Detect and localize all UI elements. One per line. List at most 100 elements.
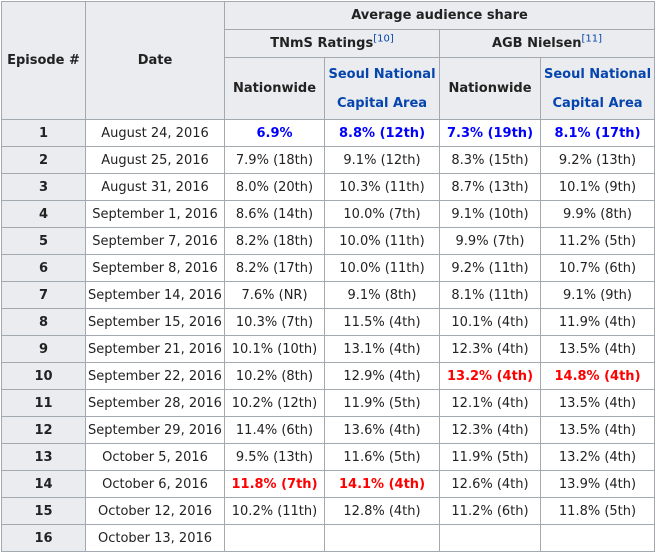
tnms-nationwide-cell: 10.3% (7th) bbox=[224, 308, 325, 336]
date-cell: October 12, 2016 bbox=[85, 497, 225, 525]
table-row: 1 August 24, 2016 6.9% 8.8% (12th) 7.3% (19t… bbox=[1, 119, 655, 147]
date-cell: October 13, 2016 bbox=[85, 524, 225, 552]
agb-nationwide-cell: 8.7% (13th) bbox=[439, 173, 541, 201]
tnms-seoul-cell bbox=[324, 524, 440, 552]
episode-number-cell: 8 bbox=[1, 308, 86, 336]
agb-nationwide-cell: 12.6% (4th) bbox=[439, 470, 541, 498]
tnms-nationwide-cell: 10.2% (11th) bbox=[224, 497, 325, 525]
tnms-nationwide-cell: 11.4% (6th) bbox=[224, 416, 325, 444]
tnms-nationwide-cell: 7.6% (NR) bbox=[224, 281, 325, 309]
agb-seoul-cell: 11.9% (4th) bbox=[540, 308, 655, 336]
tnms-nationwide-cell: 10.2% (8th) bbox=[224, 362, 325, 390]
agb-nationwide-header: Nationwide bbox=[439, 57, 541, 120]
tnms-seoul-cell: 10.0% (11th) bbox=[324, 254, 440, 282]
tnms-nationwide-cell: 8.2% (17th) bbox=[224, 254, 325, 282]
table-row: 7 September 14, 2016 7.6% (NR) 9.1% (8th) 8.… bbox=[1, 281, 655, 309]
tnms-nationwide-cell: 10.2% (12th) bbox=[224, 389, 325, 417]
agb-seoul-cell: 9.2% (13th) bbox=[540, 146, 655, 174]
tnms-seoul-cell: 12.9% (4th) bbox=[324, 362, 440, 390]
date-header: Date bbox=[85, 1, 225, 120]
table-row: 14 October 6, 2016 11.8% (7th) 14.1% (4th) 1… bbox=[1, 470, 655, 498]
tnms-nationwide-cell: 6.9% bbox=[224, 119, 325, 147]
episode-number-cell: 5 bbox=[1, 227, 86, 255]
episode-number-cell: 7 bbox=[1, 281, 86, 309]
tnms-nationwide-cell: 11.8% (7th) bbox=[224, 470, 325, 498]
episode-number-cell: 6 bbox=[1, 254, 86, 282]
tnms-seoul-cell: 10.0% (7th) bbox=[324, 200, 440, 228]
tnms-label: TNmS Ratings bbox=[270, 36, 374, 51]
tnms-reference-link[interactable]: [10] bbox=[373, 33, 394, 45]
date-cell: September 15, 2016 bbox=[85, 308, 225, 336]
agb-nationwide-cell: 11.2% (6th) bbox=[439, 497, 541, 525]
date-cell: September 14, 2016 bbox=[85, 281, 225, 309]
table-row: 16 October 13, 2016 bbox=[1, 524, 655, 552]
tnms-seoul-cell: 12.8% (4th) bbox=[324, 497, 440, 525]
agb-nationwide-cell: 8.3% (15th) bbox=[439, 146, 541, 174]
agb-seoul-cell: 14.8% (4th) bbox=[540, 362, 655, 390]
episode-number-cell: 13 bbox=[1, 443, 86, 471]
table-row: 5 September 7, 2016 8.2% (18th) 10.0% (11th… bbox=[1, 227, 655, 255]
agb-seoul-cell: 13.9% (4th) bbox=[540, 470, 655, 498]
agb-nationwide-cell: 9.9% (7th) bbox=[439, 227, 541, 255]
episode-number-cell: 16 bbox=[1, 524, 86, 552]
date-cell: September 22, 2016 bbox=[85, 362, 225, 390]
tnms-seoul-cell: 9.1% (8th) bbox=[324, 281, 440, 309]
date-cell: October 5, 2016 bbox=[85, 443, 225, 471]
agb-seoul-cell bbox=[540, 524, 655, 552]
episode-number-cell: 3 bbox=[1, 173, 86, 201]
agb-seoul-cell: 8.1% (17th) bbox=[540, 119, 655, 147]
tnms-seoul-link[interactable]: Seoul National Capital Area bbox=[324, 57, 440, 120]
agb-seoul-cell: 9.9% (8th) bbox=[540, 200, 655, 228]
agb-seoul-cell: 13.2% (4th) bbox=[540, 443, 655, 471]
tnms-nationwide-cell: 8.0% (20th) bbox=[224, 173, 325, 201]
episode-header: Episode # bbox=[1, 1, 86, 120]
tnms-seoul-cell: 13.6% (4th) bbox=[324, 416, 440, 444]
tnms-seoul-cell: 9.1% (12th) bbox=[324, 146, 440, 174]
table-row: 11 September 28, 2016 10.2% (12th) 11.9% (5… bbox=[1, 389, 655, 417]
table-row: 10 September 22, 2016 10.2% (8th) 12.9% (4t… bbox=[1, 362, 655, 390]
date-cell: September 8, 2016 bbox=[85, 254, 225, 282]
episode-number-cell: 1 bbox=[1, 119, 86, 147]
agb-reference-link[interactable]: [11] bbox=[581, 33, 603, 45]
table-row: 12 September 29, 2016 11.4% (6th) 13.6% (4t… bbox=[1, 416, 655, 444]
agb-seoul-cell: 11.2% (5th) bbox=[540, 227, 655, 255]
date-cell: September 1, 2016 bbox=[85, 200, 225, 228]
date-cell: October 6, 2016 bbox=[85, 470, 225, 498]
date-cell: September 29, 2016 bbox=[85, 416, 225, 444]
agb-seoul-cell: 13.5% (4th) bbox=[540, 335, 655, 363]
tnms-seoul-cell: 11.9% (5th) bbox=[324, 389, 440, 417]
agb-header: AGB Nielsen[11] bbox=[439, 29, 655, 58]
agb-nationwide-cell: 11.9% (5th) bbox=[439, 443, 541, 471]
agb-seoul-cell: 11.8% (5th) bbox=[540, 497, 655, 525]
tnms-seoul-cell: 11.6% (5th) bbox=[324, 443, 440, 471]
table-row: 15 October 12, 2016 10.2% (11th) 12.8% (4th… bbox=[1, 497, 655, 525]
date-cell: August 24, 2016 bbox=[85, 119, 225, 147]
tnms-seoul-cell: 10.0% (11th) bbox=[324, 227, 440, 255]
agb-nationwide-cell: 8.1% (11th) bbox=[439, 281, 541, 309]
table-row: 13 October 5, 2016 9.5% (13th) 11.6% (5th) 1… bbox=[1, 443, 655, 471]
agb-seoul-cell: 10.1% (9th) bbox=[540, 173, 655, 201]
episode-number-cell: 15 bbox=[1, 497, 86, 525]
date-cell: August 31, 2016 bbox=[85, 173, 225, 201]
tnms-nationwide-cell: 7.9% (18th) bbox=[224, 146, 325, 174]
ratings-body: 1 August 24, 2016 6.9% 8.8% (12th) 7.3% (19t… bbox=[1, 119, 655, 552]
agb-nationwide-cell bbox=[439, 524, 541, 552]
agb-nationwide-cell: 7.3% (19th) bbox=[439, 119, 541, 147]
agb-seoul-cell: 9.1% (9th) bbox=[540, 281, 655, 309]
agb-seoul-cell: 13.5% (4th) bbox=[540, 416, 655, 444]
agb-seoul-link[interactable]: Seoul National Capital Area bbox=[540, 57, 655, 120]
table-row: 9 September 21, 2016 10.1% (10th) 13.1% (4t… bbox=[1, 335, 655, 363]
tnms-nationwide-cell: 8.2% (18th) bbox=[224, 227, 325, 255]
episode-number-cell: 9 bbox=[1, 335, 86, 363]
agb-nationwide-cell: 12.3% (4th) bbox=[439, 416, 541, 444]
tnms-header: TNmS Ratings[10] bbox=[224, 29, 440, 58]
agb-seoul-cell: 10.7% (6th) bbox=[540, 254, 655, 282]
table-row: 4 September 1, 2016 8.6% (14th) 10.0% (7th)… bbox=[1, 200, 655, 228]
average-share-header: Average audience share bbox=[224, 1, 655, 30]
table-row: 2 August 25, 2016 7.9% (18th) 9.1% (12th) 8.… bbox=[1, 146, 655, 174]
table-row: 3 August 31, 2016 8.0% (20th) 10.3% (11th) 8… bbox=[1, 173, 655, 201]
agb-label: AGB Nielsen bbox=[491, 36, 582, 51]
date-cell: September 21, 2016 bbox=[85, 335, 225, 363]
episode-number-cell: 11 bbox=[1, 389, 86, 417]
